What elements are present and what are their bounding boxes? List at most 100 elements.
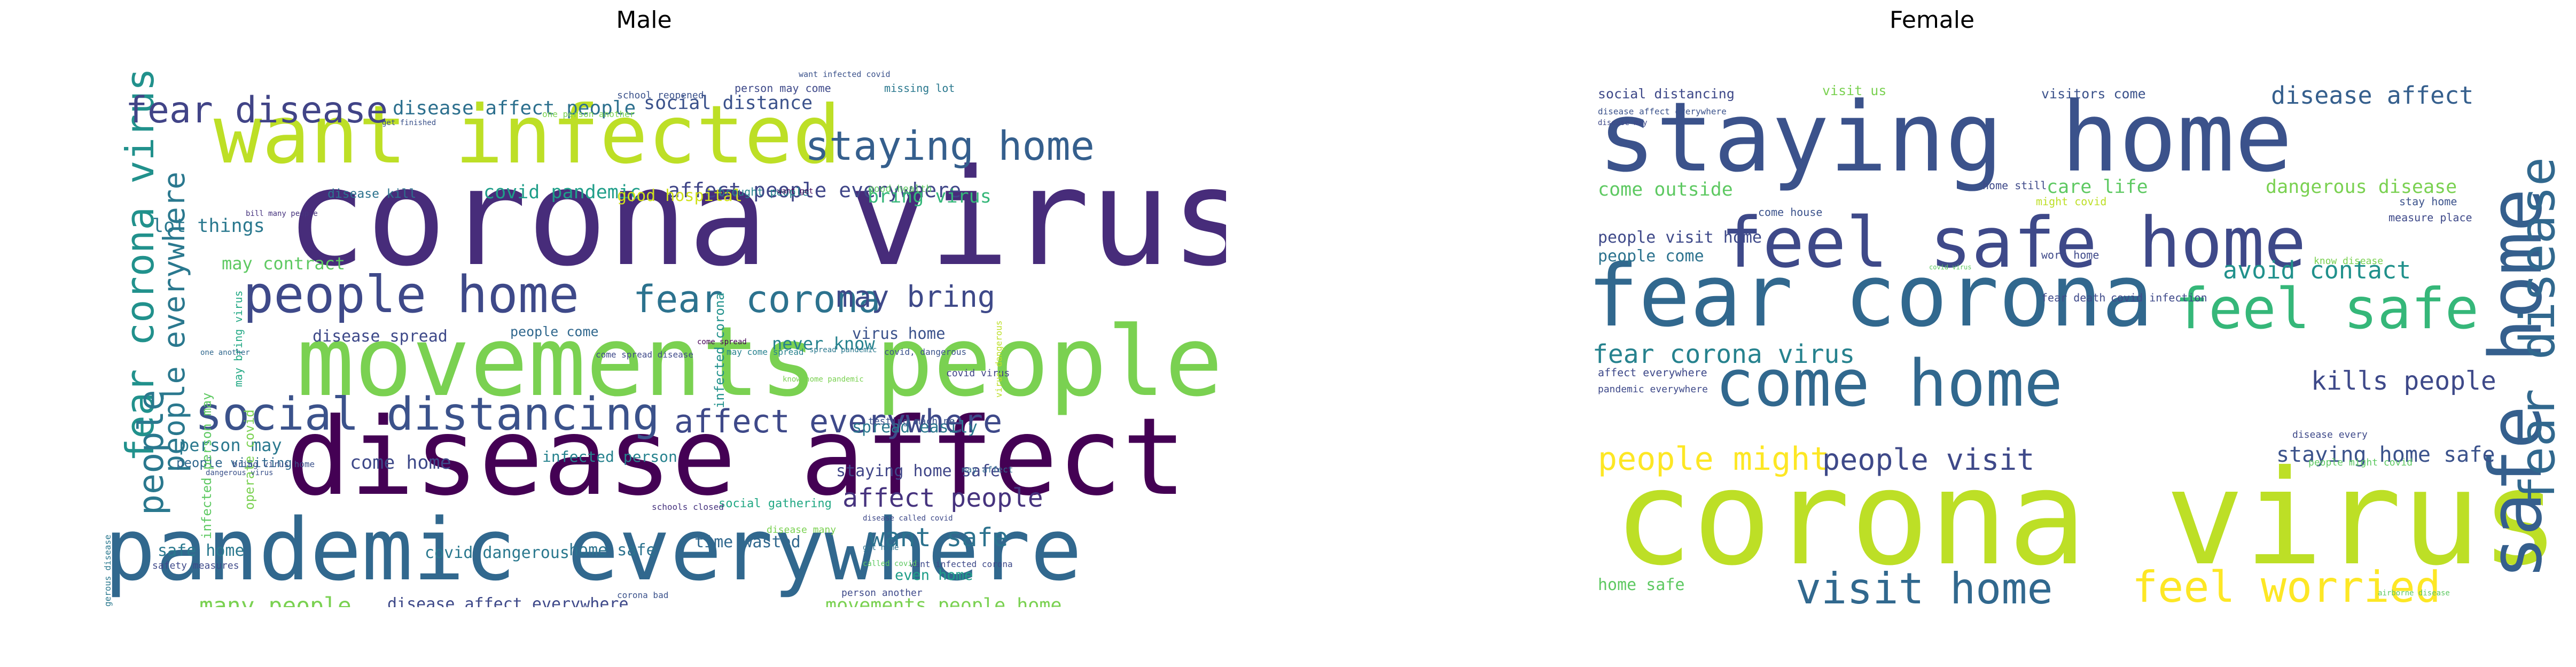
female-cloud-word: people visit	[1822, 443, 2034, 477]
female-cloud-word: kills people	[2311, 366, 2496, 396]
male-cloud-word: person may come	[735, 82, 831, 95]
male-cloud-word: bill many people	[246, 210, 318, 218]
male-cloud-word: never know	[772, 334, 875, 354]
male-cloud-word: spread pandemic	[809, 346, 877, 354]
male-cloud-word: fear corona virus	[118, 68, 162, 462]
male-cloud-word: bring virus home	[232, 459, 315, 469]
female-cloud-word: disease every	[2292, 429, 2368, 440]
male-cloud-word: social distancing	[195, 388, 660, 441]
male-cloud-word: people home	[243, 266, 579, 324]
male-cloud-word: dangerous disease	[103, 534, 113, 607]
male-cloud-word: people	[131, 390, 171, 515]
male-cloud-word: affect people	[842, 483, 1043, 513]
male-cloud-word: infected person	[542, 448, 677, 466]
male-cloud-word: disease spread	[313, 327, 448, 346]
female-cloud-word: fear disease	[2510, 157, 2566, 505]
female-cloud-word: people might covid	[2308, 457, 2413, 468]
female-cloud-word: social distancing	[1598, 86, 1735, 102]
female-cloud-word: visitors come	[2041, 86, 2146, 102]
male-cloud-word: virus home	[852, 324, 946, 343]
male-cloud-word: may affect	[962, 464, 1013, 475]
male-cloud-word: fear disease	[126, 89, 388, 131]
male-cloud-word: may bring virus	[232, 290, 245, 387]
male-cloud-word: corona virus	[286, 140, 1226, 296]
female-cloud-word: know disease	[2314, 255, 2383, 267]
female-cloud-word: visit home	[1796, 564, 2053, 607]
male-cloud-word: time wasted	[694, 533, 801, 552]
male-cloud-word: covid, dangerous	[884, 347, 966, 357]
female-cloud-word: fear corona virus	[1593, 339, 1855, 369]
male-cloud-word: people visiting	[176, 455, 292, 470]
male-cloud-word: covid pandemic	[483, 182, 641, 203]
male-cloud-word: people come	[510, 324, 599, 339]
male-cloud-word: staying home	[805, 122, 1095, 169]
male-cloud-word: disease affect people	[393, 97, 636, 119]
male-cloud-word: bring virus	[868, 186, 992, 207]
male-panel: Male corona virus disease affect pandemic …	[103, 6, 1226, 607]
male-cloud-word: come home	[350, 452, 451, 474]
male-cloud-word: infected corona	[712, 292, 727, 408]
female-cloud-word: pandemic everywhere	[1598, 384, 1708, 395]
female-cloud-word: people visit home	[1598, 228, 1762, 247]
female-word-cloud: corona virus staying home fear corona safe …	[1587, 81, 2566, 607]
female-cloud-word: measure place	[2388, 211, 2472, 224]
female-cloud-word: work home	[2041, 249, 2099, 261]
male-cloud-word: may bring	[836, 280, 995, 314]
female-cloud-word: fear corona	[1587, 246, 2153, 346]
female-cloud-word: staying home	[1598, 82, 2292, 193]
female-cloud-word: airborne disease	[2378, 589, 2450, 598]
male-cloud-word: operate covid	[242, 409, 257, 510]
female-cloud-word: feel safe	[2175, 276, 2479, 342]
female-cloud-word: covid virus	[1929, 263, 1971, 271]
male-cloud-word: safe home	[158, 541, 245, 560]
male-cloud-word: social distance	[644, 92, 813, 114]
female-cloud-word: stay home	[2399, 195, 2457, 208]
male-cloud-word: covid dangerous	[425, 544, 569, 562]
male-cloud-word: many people	[199, 593, 352, 607]
female-cloud-word: corona virus	[1614, 442, 2559, 594]
female-cloud-word: come home	[1715, 347, 2063, 421]
female-panel: Female corona virus staying home fear coro…	[1288, 0, 2576, 667]
female-cloud-word: people might	[1598, 440, 1829, 478]
female-cloud-title: Female	[1889, 6, 1975, 34]
male-cloud-word: affect everywhere	[674, 403, 1002, 440]
male-cloud-word: dangerous virus	[206, 469, 273, 477]
female-cloud-word: home still	[1982, 179, 2047, 192]
male-cloud-word: good hospital	[617, 187, 743, 205]
male-cloud-word: may come spread	[727, 347, 804, 357]
male-cloud-word: home safe	[569, 541, 656, 560]
male-cloud-word: get finished	[382, 119, 436, 127]
male-cloud-word: disease many	[767, 524, 836, 536]
male-cloud-word: schools closed	[652, 502, 724, 512]
female-cloud-word: affect everywhere	[1598, 366, 1707, 379]
female-cloud-word: safe home	[2474, 189, 2558, 580]
male-cloud-word: safety measures	[152, 560, 239, 571]
male-cloud-word: disease kill	[327, 187, 416, 201]
female-cloud-word: come house	[1758, 206, 1822, 219]
male-cloud-word: one person another	[542, 109, 635, 119]
male-cloud-word: disease affect	[286, 395, 1186, 519]
female-cloud-word: care life	[2047, 176, 2148, 198]
male-cloud-word: staying home safe	[836, 462, 1000, 480]
male-cloud-word: know home pandemic	[783, 375, 864, 384]
female-cloud-word: staying home safe	[2276, 443, 2495, 467]
male-cloud-word: fear corona	[633, 277, 881, 321]
male-cloud-word: come spread	[697, 338, 747, 346]
male-cloud-word: one another	[200, 348, 250, 357]
male-cloud-word: school reopened	[617, 90, 704, 101]
male-cloud-word: want infected corona	[910, 559, 1013, 569]
male-cloud-word: brought people	[719, 185, 809, 198]
male-cloud-word: infected person may	[199, 392, 214, 539]
male-cloud-word: affect people everywhere	[668, 179, 961, 202]
male-cloud-word: get home	[863, 544, 899, 552]
female-cloud-word: come outside	[1598, 179, 1733, 200]
female-cloud-word: feel worried	[2132, 562, 2441, 607]
male-cloud-word: want get	[777, 187, 813, 196]
female-cloud-word: visit us	[1822, 83, 1886, 98]
female-cloud-word: disease may	[1598, 119, 1648, 127]
male-cloud-word: want infected covid	[799, 69, 891, 79]
male-cloud-word: disease called covid	[863, 514, 953, 523]
male-cloud-word: people everywhere	[157, 172, 191, 472]
female-cloud-word: avoid contact	[2223, 256, 2411, 284]
